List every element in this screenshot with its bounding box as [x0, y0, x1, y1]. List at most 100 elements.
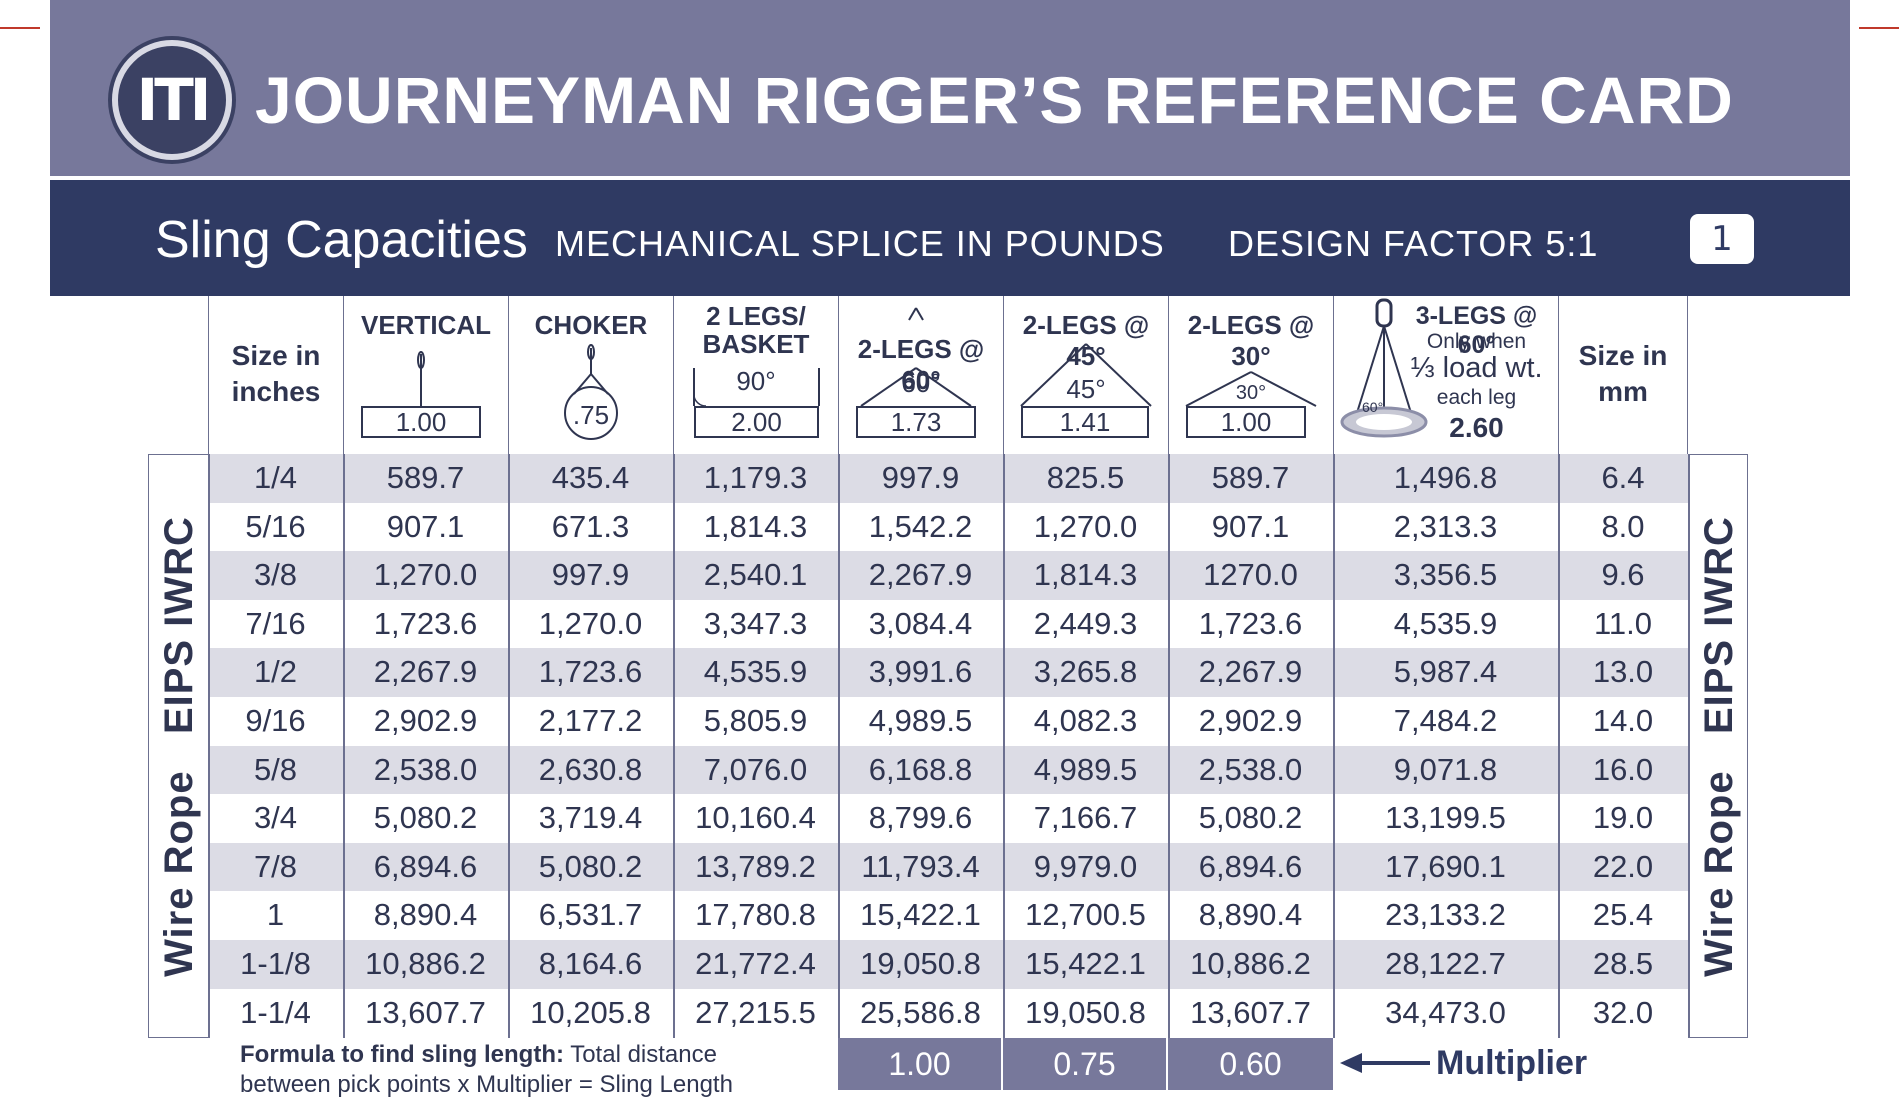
table-row: 1-1/8 10,886.2 8,164.6 21,772.4 19,050.8 15,4…	[208, 940, 1688, 989]
cell-legs-60: 19,050.8	[860, 946, 981, 981]
cell-legs-30: 907.1	[1211, 508, 1290, 544]
cell-legs-30: 2,902.9	[1198, 703, 1303, 738]
design-factor: DESIGN FACTOR 5:1	[1228, 223, 1599, 264]
card-number-badge: 1	[1690, 214, 1754, 264]
cell-legs-60: 15,422.1	[860, 897, 981, 933]
side-frame-right	[1688, 454, 1748, 1038]
formula-text-2: between pick points x Multiplier = Sling…	[240, 1071, 733, 1098]
cell-legs-45: 19,050.8	[1025, 994, 1146, 1030]
cell-legs-60: 3,084.4	[868, 605, 973, 641]
cell-choker: 997.9	[551, 557, 630, 593]
cell-three-legs: 13,199.5	[1385, 800, 1506, 836]
header-basket-label-2: BASKET	[702, 329, 810, 359]
side-label-right-text: Wire Rope EIPS IWRC	[1697, 515, 1742, 977]
table-row: 5/16 907.1 671.3 1,814.3 1,542.2 1,270.0 907.1…	[208, 503, 1688, 552]
table-row: 9/16 2,902.9 2,177.2 5,805.9 4,989.5 4,082.3 2…	[208, 697, 1688, 746]
cell-three-legs: 28,122.7	[1385, 946, 1506, 981]
cell-basket: 4,535.9	[703, 654, 808, 690]
two-legs-30-icon	[1185, 371, 1317, 407]
cell-choker: 2,630.8	[538, 751, 643, 787]
side-frame-left	[148, 454, 208, 1038]
arrow-left-icon	[1340, 1053, 1430, 1073]
logo-text: ITI	[136, 66, 212, 134]
cell-choker: 2,177.2	[538, 703, 643, 738]
header-size-mm-label: Size in mm	[1578, 340, 1668, 407]
two-legs-30-factor: 1.00	[1186, 406, 1306, 438]
header-basket-label-1: 2 LEGS/	[706, 301, 806, 331]
two-legs-60-factor: 1.73	[856, 406, 976, 438]
cell-vertical: 2,267.9	[373, 654, 478, 690]
cell-three-legs: 4,535.9	[1393, 605, 1498, 641]
cell-basket: 1,179.3	[703, 460, 808, 495]
section-subtitle: MECHANICAL SPLICE IN POUNDS	[555, 223, 1165, 264]
sling-length-formula: Formula to find sling length: Total dist…	[240, 1040, 733, 1100]
cell-size-in: 1	[266, 897, 285, 933]
section-bar: Sling Capacities MECHANICAL SPLICE IN PO…	[50, 180, 1850, 296]
cell-vertical: 10,886.2	[365, 946, 486, 981]
cell-basket: 5,805.9	[703, 703, 808, 738]
table-row: 1/2 2,267.9 1,723.6 4,535.9 3,991.6 3,265.8 2,…	[208, 648, 1688, 697]
table-row: 7/16 1,723.6 1,270.0 3,347.3 3,084.4 2,449.3 1…	[208, 600, 1688, 649]
trim-mark-right	[1859, 27, 1899, 29]
cell-size-mm: 9.6	[1601, 557, 1645, 593]
cell-choker: 1,270.0	[538, 605, 643, 641]
cell-size-in: 1-1/4	[240, 994, 311, 1030]
cell-three-legs: 23,133.2	[1385, 897, 1506, 933]
cell-legs-60: 8,799.6	[868, 800, 973, 836]
cell-basket: 1,814.3	[703, 508, 808, 544]
table-row: 7/8 6,894.6 5,080.2 13,789.2 11,793.4 9,979.0…	[208, 842, 1688, 892]
column-divider	[1333, 454, 1335, 1038]
two-legs-45-icon	[1020, 343, 1152, 407]
cell-choker: 671.3	[551, 508, 630, 544]
multiplier-30: 0.60	[1168, 1038, 1333, 1090]
three-legs-angle: 60°	[1362, 399, 1383, 415]
formula-text-1: Total distance	[563, 1041, 717, 1068]
table-row: 1 8,890.4 6,531.7 17,780.8 15,422.1 12,700.5 8…	[208, 891, 1688, 940]
cell-legs-30: 589.7	[1211, 460, 1290, 495]
cell-size-in: 9/16	[245, 703, 306, 738]
cell-size-mm: 11.0	[1593, 605, 1653, 641]
two-legs-60-icon	[860, 307, 972, 407]
cell-basket: 27,215.5	[695, 994, 816, 1030]
column-divider	[1558, 454, 1560, 1038]
cell-choker: 10,205.8	[530, 994, 651, 1030]
cell-vertical: 8,890.4	[373, 897, 478, 933]
cell-size-in: 7/8	[253, 848, 298, 884]
two-legs-45-angle: 45°	[1066, 374, 1106, 404]
basket-factor: 2.00	[694, 406, 819, 438]
header-size-mm: Size in mm	[1558, 296, 1688, 454]
cell-legs-30: 10,886.2	[1190, 946, 1311, 981]
cell-size-mm: 13.0	[1592, 654, 1654, 690]
cell-three-legs: 1,496.8	[1393, 460, 1498, 495]
iti-logo: ITI	[112, 40, 232, 160]
card-title: JOURNEYMAN RIGGER’S REFERENCE CARD	[255, 63, 1734, 137]
header-three-legs-label: 3-LEGS @ 60°	[1415, 302, 1538, 359]
column-divider	[343, 454, 345, 1038]
cell-vertical: 2,538.0	[373, 751, 478, 787]
cell-size-mm: 22.0	[1592, 848, 1654, 884]
header-three-legs-note-3: each leg	[1436, 386, 1517, 409]
cell-basket: 10,160.4	[695, 800, 816, 836]
table-row: 5/8 2,538.0 2,630.8 7,076.0 6,168.8 4,989.5 2,…	[208, 745, 1688, 795]
cell-legs-30: 1,723.6	[1198, 605, 1303, 641]
cell-vertical: 13,607.7	[365, 994, 486, 1030]
two-legs-45-factor: 1.41	[1021, 406, 1149, 438]
header-size-inches: Size in inches	[208, 296, 343, 454]
cell-vertical: 6,894.6	[373, 848, 478, 884]
two-legs-30-angle: 30°	[1235, 382, 1267, 404]
cell-choker: 1,723.6	[538, 654, 643, 690]
choker-factor: .75	[572, 400, 610, 430]
cell-legs-45: 15,422.1	[1025, 946, 1146, 981]
trim-mark-left	[0, 27, 40, 29]
cell-vertical: 589.7	[386, 460, 465, 495]
vertical-hitch-icon	[417, 351, 425, 406]
cell-three-legs: 3,356.5	[1393, 557, 1498, 593]
three-legs-60-icon: 60°	[1340, 298, 1428, 438]
cell-size-in: 5/16	[245, 508, 306, 544]
column-divider	[1003, 454, 1005, 1038]
cell-size-mm: 28.5	[1592, 946, 1654, 981]
header-vertical-label: VERTICAL	[361, 310, 491, 340]
table-row: 3/4 5,080.2 3,719.4 10,160.4 8,799.6 7,166.7 5…	[208, 794, 1688, 843]
cell-vertical: 907.1	[386, 508, 465, 544]
vertical-factor: 1.00	[361, 406, 481, 438]
